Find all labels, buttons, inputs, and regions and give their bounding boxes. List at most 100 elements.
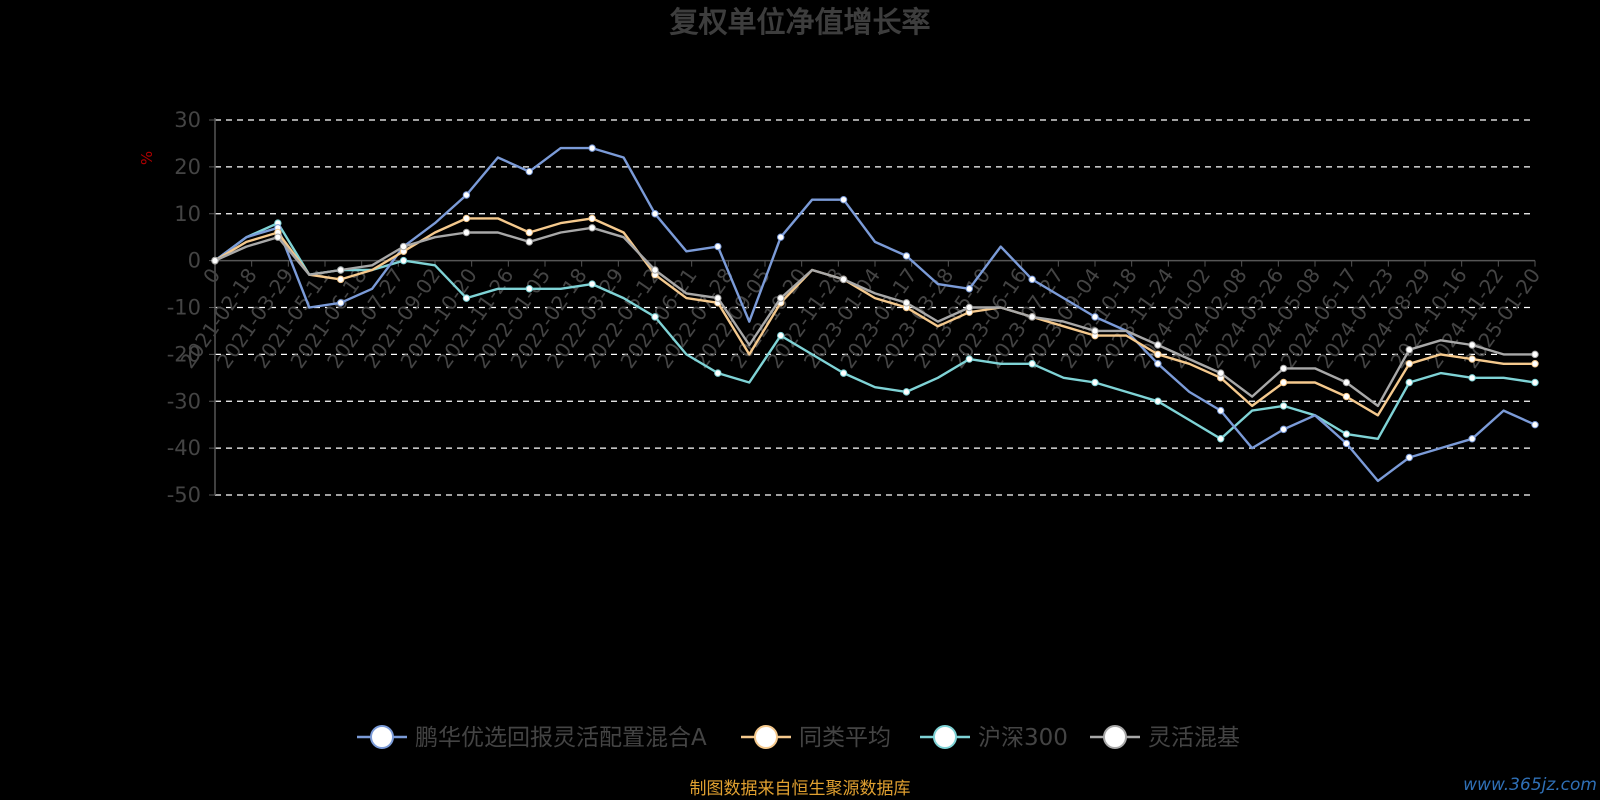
- series-line: [214, 217, 1535, 417]
- series-point: [1028, 275, 1036, 284]
- watermark: www.365jz.com: [1463, 775, 1597, 795]
- series-point: [1531, 420, 1539, 429]
- series-point: [1028, 313, 1036, 321]
- legend-item[interactable]: 鹏华优选回报灵活配置混合A: [357, 725, 707, 751]
- series-point: [839, 195, 848, 204]
- series-point: [337, 266, 345, 274]
- series-point: [462, 191, 471, 199]
- legend[interactable]: 鹏华优选回报灵活配置混合A 同类平均 沪深300 灵活混基: [357, 725, 1240, 751]
- series-point: [1468, 435, 1476, 443]
- series-point: [839, 369, 848, 377]
- series-point: [1531, 360, 1539, 368]
- series-point: [1531, 350, 1539, 359]
- y-tick-label: -20: [167, 342, 201, 366]
- series-point: [1279, 402, 1288, 410]
- series-point: [777, 233, 785, 241]
- series-point: [337, 275, 345, 284]
- legend-label: 鹏华优选回报灵活配置混合A: [415, 725, 707, 751]
- series-point: [588, 224, 596, 232]
- series-point: [1154, 350, 1162, 359]
- y-tick-label: -40: [167, 436, 201, 460]
- legend-item[interactable]: 灵活混基: [1090, 725, 1240, 751]
- legend-item[interactable]: 同类平均: [741, 725, 891, 751]
- series-point: [777, 331, 785, 340]
- series-point: [1028, 360, 1036, 368]
- y-tick-label: 10: [174, 202, 201, 226]
- series-point: [714, 369, 722, 377]
- series-point: [462, 214, 471, 223]
- x-tick-label: 0: [198, 264, 225, 288]
- legend-label: 灵活混基: [1148, 725, 1240, 751]
- series-point: [902, 252, 911, 260]
- series-point: [525, 238, 533, 246]
- series-point: [1342, 392, 1351, 401]
- series-point: [714, 294, 722, 302]
- series-point: [651, 313, 659, 321]
- y-tick-label: -10: [167, 296, 201, 320]
- y-tick-label: 20: [174, 155, 201, 179]
- series-point: [1279, 364, 1288, 373]
- series-point: [588, 280, 596, 288]
- series-point: [525, 228, 533, 237]
- series-point: [1405, 378, 1413, 387]
- series-point: [1531, 378, 1539, 387]
- series-point: [1405, 345, 1413, 354]
- series-point: [714, 242, 722, 251]
- series-point: [399, 242, 408, 251]
- series-point: [902, 299, 911, 307]
- series-point: [337, 299, 345, 307]
- y-tick-label: -30: [167, 389, 201, 413]
- series-point: [1468, 355, 1476, 363]
- series-point: [1405, 453, 1413, 462]
- series-point: [1091, 327, 1099, 335]
- series-point: [525, 285, 533, 293]
- series-line: [214, 146, 1536, 483]
- series-point: [965, 303, 973, 312]
- series-point: [1405, 360, 1413, 368]
- legend-label: 沪深300: [978, 725, 1068, 751]
- series-point: [902, 388, 911, 396]
- legend-label: 同类平均: [799, 725, 891, 751]
- y-axis-ticks: 30 20 10 0 -10 -20 -30 -40 -50: [167, 108, 215, 507]
- series-point: [1279, 378, 1288, 387]
- series-point: [651, 210, 659, 218]
- series-point: [399, 256, 408, 265]
- series-point: [1154, 397, 1162, 405]
- grid-lines: [215, 119, 1535, 496]
- series-point: [965, 355, 973, 363]
- series-point: [839, 275, 848, 284]
- series-point: [588, 144, 596, 152]
- legend-swatch-marker: [933, 725, 957, 749]
- series-line: [214, 226, 1535, 408]
- series-point: [1217, 406, 1225, 415]
- series-point: [588, 214, 596, 223]
- legend-item[interactable]: 沪深300: [920, 725, 1068, 751]
- series-point: [1217, 435, 1225, 443]
- series-point: [1154, 341, 1162, 349]
- chart-title: 复权单位净值增长率: [669, 5, 930, 39]
- series-point: [1091, 313, 1099, 321]
- legend-swatch-marker: [754, 725, 778, 749]
- y-tick-label: -50: [167, 483, 201, 507]
- legend-swatch-marker: [1103, 725, 1127, 749]
- legend-swatch-marker: [370, 725, 394, 749]
- series-point: [777, 294, 785, 302]
- series-point: [274, 233, 282, 241]
- series-point: [211, 256, 219, 265]
- source-note: 制图数据来自恒生聚源数据库: [690, 779, 911, 799]
- series-point: [1342, 439, 1351, 448]
- series-point: [1217, 369, 1225, 377]
- series-point: [1468, 341, 1476, 349]
- series-point: [1342, 430, 1351, 438]
- series-point: [462, 228, 471, 237]
- series-point: [462, 294, 471, 302]
- y-tick-label: 0: [188, 249, 201, 273]
- series-point: [1468, 374, 1476, 382]
- y-tick-label: 30: [174, 108, 201, 132]
- y-axis-unit: %: [138, 151, 156, 165]
- series-lines: [211, 144, 1539, 483]
- series-point: [651, 266, 659, 274]
- series-point: [525, 167, 533, 176]
- series-point: [1342, 378, 1351, 387]
